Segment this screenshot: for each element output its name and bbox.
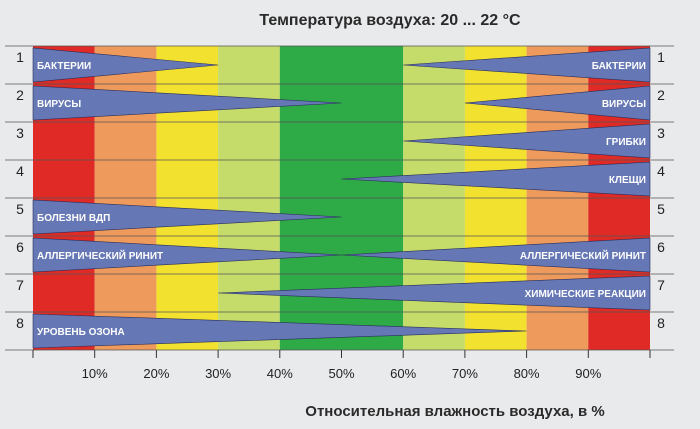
row-label-left-5: БОЛЕЗНИ ВДП (37, 213, 110, 224)
row-label-left-1: БАКТЕРИИ (37, 61, 91, 72)
row-number-right-1: 1 (657, 49, 665, 65)
row-label-right-4: КЛЕЩИ (609, 175, 646, 186)
row-number-left-1: 1 (16, 49, 24, 65)
wedge-right-7 (218, 275, 651, 311)
row-label-right-6: АЛЛЕРГИЧЕСКИЙ РИНИТ (520, 249, 646, 262)
row-number-right-6: 6 (657, 239, 665, 255)
x-tick-label-90: 90% (575, 366, 601, 381)
wedge-right-6 (341, 237, 651, 273)
wedge-right-1 (403, 47, 651, 83)
row-label-right-2: ВИРУСЫ (602, 99, 646, 110)
x-tick-label-30: 30% (205, 366, 231, 381)
row-number-left-3: 3 (16, 125, 24, 141)
wedge-left-6 (32, 237, 342, 273)
wedge-left-1 (32, 47, 219, 83)
row-label-left-8: УРОВЕНЬ ОЗОНА (37, 327, 125, 338)
wedge-right-4 (341, 161, 651, 197)
row-label-right-7: ХИМИЧЕСКИЕ РЕАКЦИИ (525, 289, 646, 300)
row-label-right-3: ГРИБКИ (606, 137, 646, 148)
row-number-left-5: 5 (16, 201, 24, 217)
row-number-left-7: 7 (16, 277, 24, 293)
x-tick-label-60: 60% (390, 366, 416, 381)
wedge-left-8 (32, 313, 527, 349)
row-number-right-8: 8 (657, 315, 665, 331)
wedge-left-5 (32, 199, 342, 235)
x-tick-label-70: 70% (452, 366, 478, 381)
row-number-right-4: 4 (657, 163, 665, 179)
row-number-right-7: 7 (657, 277, 665, 293)
x-axis-label: Относительная влажность воздуха, в % (305, 403, 605, 420)
row-number-left-8: 8 (16, 315, 24, 331)
row-number-left-6: 6 (16, 239, 24, 255)
wedge-right-3 (403, 123, 651, 159)
wedge-right-2 (464, 85, 651, 121)
wedge-left-2 (32, 85, 342, 121)
chart-title: Температура воздуха: 20 ... 22 °C (259, 12, 521, 29)
x-tick-label-10: 10% (82, 366, 108, 381)
x-tick-label-50: 50% (328, 366, 354, 381)
row-number-left-4: 4 (16, 163, 24, 179)
row-number-left-2: 2 (16, 87, 24, 103)
x-tick-label-80: 80% (514, 366, 540, 381)
row-number-right-5: 5 (657, 201, 665, 217)
x-tick-label-40: 40% (267, 366, 293, 381)
x-tick-label-20: 20% (143, 366, 169, 381)
row-number-right-2: 2 (657, 87, 665, 103)
row-label-left-6: АЛЛЕРГИЧЕСКИЙ РИНИТ (37, 249, 163, 262)
row-number-right-3: 3 (657, 125, 665, 141)
row-label-left-2: ВИРУСЫ (37, 99, 81, 110)
row-label-right-1: БАКТЕРИИ (592, 61, 646, 72)
